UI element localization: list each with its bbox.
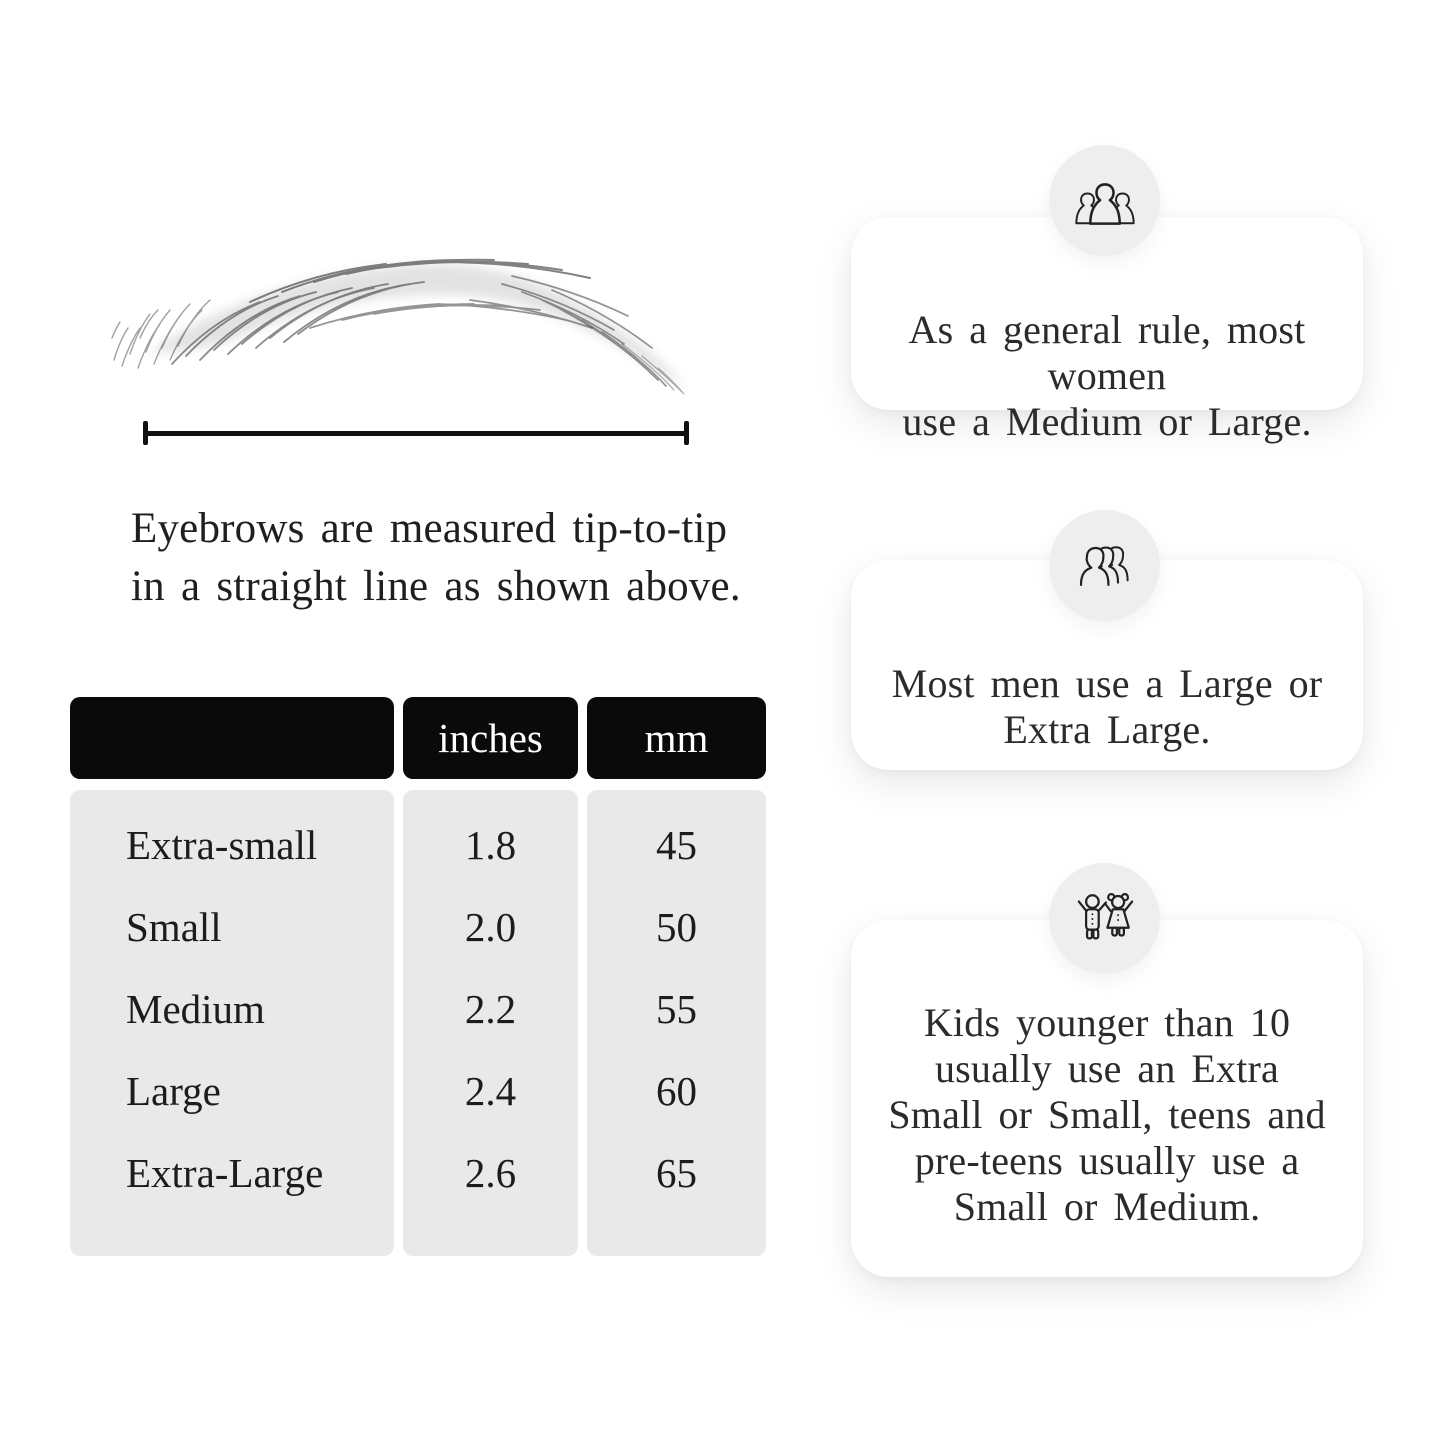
card-text-line: pre-teens usually use a <box>914 1138 1300 1183</box>
kids-icon <box>1077 892 1133 939</box>
info-card-men-text: Most men use a Large or Extra Large. <box>851 661 1363 753</box>
table-cell-mm: 50 <box>656 904 697 950</box>
card-text-line: Small or Small, teens and <box>888 1092 1326 1137</box>
men-icon-circle <box>1049 510 1160 621</box>
table-cell-size: Small <box>126 904 222 950</box>
card-text-line: usually use an Extra <box>934 1046 1280 1091</box>
table-cell-inches: 2.0 <box>464 904 517 950</box>
table-cell-inches: 2.4 <box>464 1068 517 1114</box>
table-cell-size: Medium <box>126 986 265 1032</box>
table-cell-size: Extra-small <box>126 822 318 868</box>
table-cell-mm: 55 <box>656 986 697 1032</box>
card-text-line: Most men use a Large or <box>891 661 1323 706</box>
table-header-size <box>70 697 394 779</box>
line-bar <box>143 431 689 436</box>
info-card-women-text: As a general rule, most women use a Medi… <box>851 307 1363 445</box>
eyebrow-illustration <box>111 258 685 395</box>
info-card-kids-text: Kids younger than 10 usually use an Extr… <box>851 1000 1363 1230</box>
kids-icon-circle <box>1049 863 1160 974</box>
caption-line-2: in a straight line as shown above. <box>131 563 741 610</box>
table-header-inches: inches <box>403 697 578 779</box>
measurement-caption: Eyebrows are measured tip-to-tip in a st… <box>131 500 771 616</box>
card-text-line: Small or Medium. <box>953 1184 1261 1229</box>
table-column-size-names: Extra-small Small Medium Large Extra-Lar… <box>70 790 394 1256</box>
table-cell-mm: 65 <box>656 1150 697 1196</box>
line-cap-right <box>684 421 689 445</box>
table-cell-inches: 2.6 <box>464 1150 517 1196</box>
caption-line-1: Eyebrows are measured tip-to-tip <box>131 505 728 552</box>
card-text-line: As a general rule, most women <box>908 307 1306 398</box>
table-cell-size: Large <box>126 1068 221 1114</box>
table-cell-mm: 45 <box>656 822 697 868</box>
table-cell-inches: 1.8 <box>464 822 517 868</box>
table-column-inches: 1.8 2.0 2.2 2.4 2.6 <box>403 790 578 1256</box>
men-group-icon <box>1079 545 1129 586</box>
info-card-kids: Kids younger than 10 usually use an Extr… <box>851 920 1363 1277</box>
women-icon-circle <box>1049 145 1160 256</box>
table-column-mm: 45 50 55 60 65 <box>587 790 766 1256</box>
card-text-line: Extra Large. <box>1003 707 1211 752</box>
measurement-line <box>143 421 689 445</box>
women-group-icon <box>1074 182 1135 225</box>
table-cell-inches: 2.2 <box>464 986 517 1032</box>
card-text-line: use a Medium or Large. <box>902 399 1312 444</box>
card-text-line: Kids younger than 10 <box>923 1000 1291 1045</box>
table-cell-size: Extra-Large <box>126 1150 324 1196</box>
table-header-mm: mm <box>587 697 766 779</box>
info-card-women: As a general rule, most women use a Medi… <box>851 217 1363 444</box>
table-cell-mm: 60 <box>656 1068 697 1114</box>
